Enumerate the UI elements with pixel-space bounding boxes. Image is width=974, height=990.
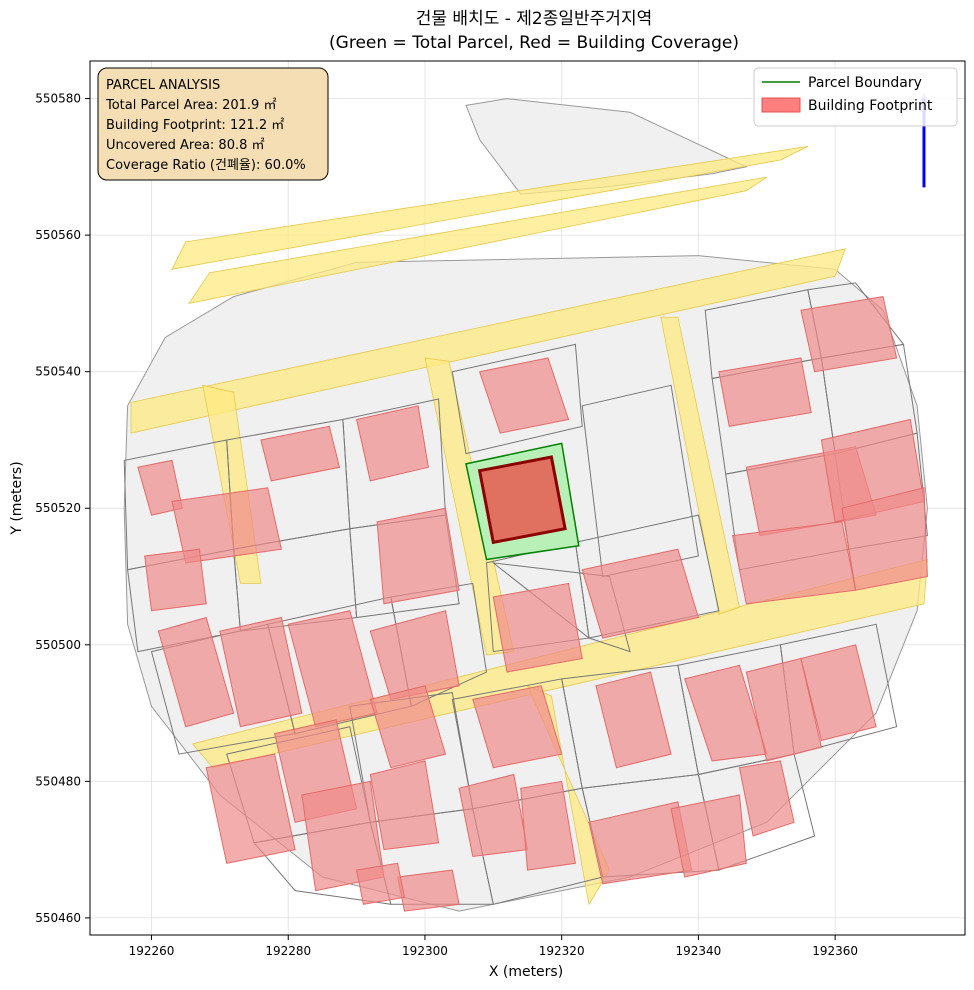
y-tick-label-0: 550460 [35, 911, 81, 925]
x-tick-label-2: 192300 [402, 944, 448, 958]
road-0 [188, 176, 768, 304]
stats-box-background [97, 67, 329, 181]
target-building [477, 455, 567, 545]
context-building-32 [205, 753, 296, 864]
x-tick-label-4: 192340 [675, 944, 721, 958]
lot-13 [574, 514, 720, 639]
context-building-31 [738, 760, 795, 837]
legend-building-label: Building Footprint [808, 98, 933, 114]
y-tick-label-1: 550480 [35, 774, 81, 788]
context-building-layer [137, 296, 928, 912]
y-tick-label-3: 550520 [35, 501, 81, 515]
x-tick-label-1: 192280 [265, 944, 311, 958]
road-7 [660, 316, 740, 615]
stats-coverage-ratio: Coverage Ratio (건폐율): 60.0% [106, 158, 306, 173]
context-building-18 [841, 487, 928, 591]
x-tick-label-0: 192260 [129, 944, 175, 958]
context-building-0 [478, 357, 570, 434]
road-1 [171, 146, 808, 270]
y-tick-label-5: 550560 [35, 228, 81, 242]
y-axis-ticks: 550460 550480 550500 550520 550540 550560 5505… [35, 92, 90, 925]
x-tick-label-5: 192360 [812, 944, 858, 958]
legend-parcel-label: Parcel Boundary [808, 75, 922, 91]
target-parcel-layer [465, 442, 580, 561]
context-building-22 [595, 671, 672, 769]
context-building-23 [472, 685, 563, 769]
legend-box [753, 67, 958, 127]
stats-footprint: Building Footprint: 121.2 ㎡ [106, 118, 284, 133]
stats-heading: PARCEL ANALYSIS [106, 78, 220, 93]
context-building-30 [670, 794, 747, 878]
context-building-12 [581, 548, 700, 639]
chart-subtitle: (Green = Total Parcel, Red = Building Co… [329, 33, 739, 53]
context-building-17 [732, 521, 857, 605]
y-tick-label-2: 550500 [35, 638, 81, 652]
y-tick-label-4: 550540 [35, 365, 81, 379]
context-building-35 [356, 862, 406, 905]
context-building-6 [144, 548, 207, 612]
context-building-26 [369, 760, 440, 851]
stats-box: PARCEL ANALYSIS Total Parcel Area: 201.9… [97, 67, 329, 181]
x-tick-label-3: 192320 [539, 944, 585, 958]
context-building-20 [745, 657, 822, 762]
context-building-14 [800, 296, 898, 373]
x-axis-ticks: 192260 192280 192300 192320 192340 192360 [129, 935, 858, 958]
legend: Parcel Boundary Building Footprint [753, 67, 958, 127]
context-building-11 [492, 582, 583, 673]
plot-area [89, 60, 966, 936]
context-building-1 [356, 405, 429, 482]
context-building-8 [219, 616, 303, 728]
plot-frame [89, 60, 966, 936]
chart-title: 건물 배치도 - 제2종일반주거지역 [416, 9, 652, 29]
context-building-4 [171, 487, 283, 564]
context-building-2 [260, 425, 341, 482]
road-2 [130, 248, 847, 434]
context-building-10 [369, 610, 460, 700]
road-layer [130, 146, 928, 906]
stats-total-area: Total Parcel Area: 201.9 ㎡ [105, 98, 276, 113]
context-building-7 [157, 616, 235, 728]
context-building-28 [520, 780, 576, 871]
lot-9 [451, 343, 583, 455]
context-building-13 [718, 357, 812, 427]
context-building-5 [376, 507, 460, 605]
legend-building-swatch [761, 97, 801, 113]
y-tick-label-6: 550580 [35, 92, 81, 106]
x-axis-label: X (meters) [489, 964, 563, 980]
context-building-34 [397, 869, 460, 912]
y-axis-label: Y (meters) [9, 461, 25, 535]
context-building-21 [800, 644, 877, 742]
stats-uncovered: Uncovered Area: 80.8 ㎡ [106, 138, 265, 153]
lot-10 [581, 384, 699, 578]
context-building-24 [369, 685, 447, 769]
